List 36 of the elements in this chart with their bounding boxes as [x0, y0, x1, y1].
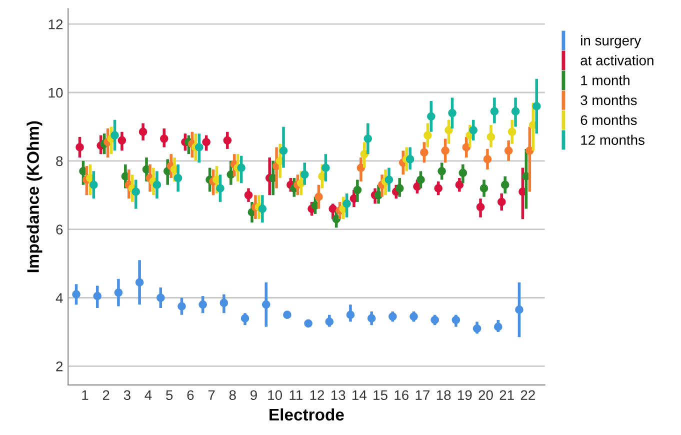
y-tick-label: 8: [56, 156, 63, 166]
legend-label: 12 months: [581, 134, 644, 145]
x-tick-label: 22: [520, 390, 535, 400]
x-tick-label: 17: [416, 390, 430, 400]
x-tick-label: 1: [82, 390, 88, 400]
x-tick-label: 6: [187, 390, 194, 400]
x-tick-label: 21: [500, 390, 514, 400]
y-tick-label: 12: [48, 19, 63, 30]
x-tick-label: 2: [102, 390, 110, 400]
x-tick-label: 11: [290, 390, 302, 400]
x-tick-label: 19: [458, 390, 472, 400]
x-tick-label: 18: [436, 390, 451, 400]
x-tick-label: 7: [208, 390, 215, 400]
x-tick-label: 8: [229, 390, 236, 400]
x-tick-label: 10: [268, 390, 282, 400]
legend-label: at activation: [580, 55, 654, 66]
x-tick-label: 20: [478, 390, 493, 400]
x-tick-label: 3: [124, 390, 130, 400]
y-tick-label: 10: [48, 88, 63, 98]
y-tick-label: 4: [56, 293, 63, 303]
x-axis-title: Electrode: [270, 408, 344, 421]
y-tick-label: 2: [56, 361, 63, 372]
x-tick-label: 14: [352, 390, 366, 400]
legend-label: 6 months: [580, 114, 637, 126]
x-tick-label: 16: [394, 390, 408, 400]
x-tick-label: 15: [374, 390, 388, 400]
x-tick-label: 5: [166, 390, 173, 400]
x-tick-label: 4: [144, 390, 152, 400]
legend-label: 3 months: [580, 94, 637, 106]
y-axis-title: Impedance (KOhm): [26, 121, 42, 272]
legend-label: in surgery: [581, 35, 642, 48]
x-tick-label: 13: [331, 390, 346, 400]
y-tick-label: 6: [56, 224, 63, 235]
x-tick-label: 9: [250, 390, 257, 400]
x-tick-label: 12: [310, 390, 324, 400]
legend-label: 1 month: [581, 75, 630, 86]
